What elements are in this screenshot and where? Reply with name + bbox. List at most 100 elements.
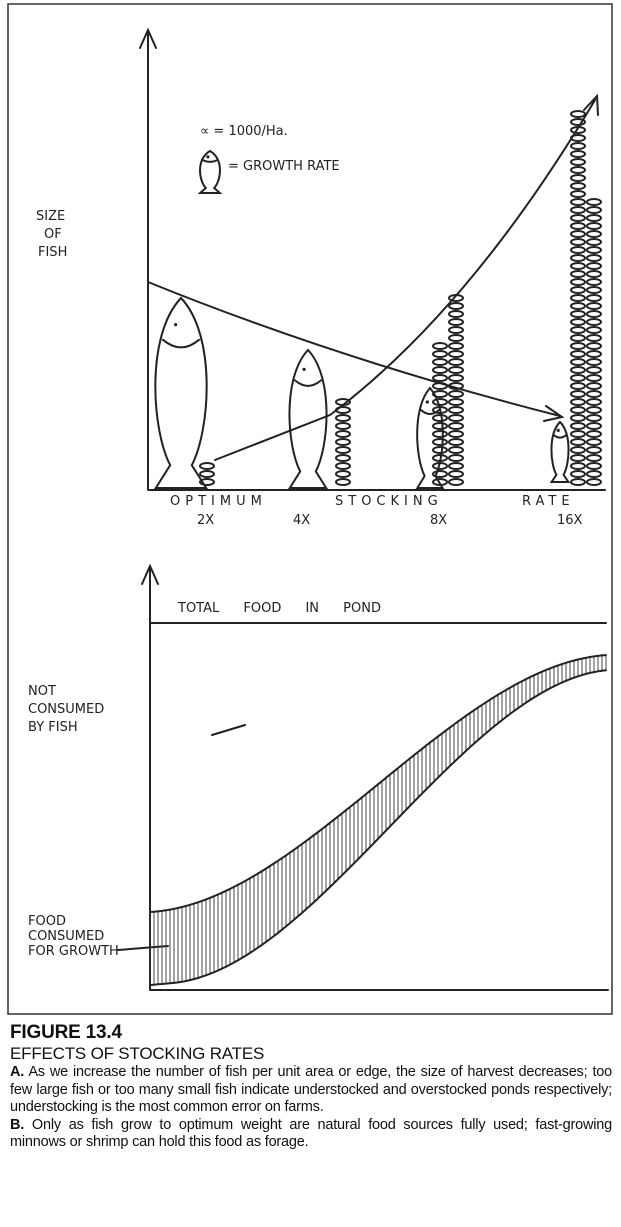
minnow <box>586 470 602 478</box>
minnow <box>570 270 586 278</box>
minnow <box>448 414 464 422</box>
minnow <box>570 302 586 310</box>
minnow <box>570 262 586 270</box>
minnow <box>586 446 602 454</box>
x-label: OPTIMUM <box>170 494 267 509</box>
minnow <box>570 390 586 398</box>
minnow <box>432 358 448 366</box>
minnow <box>570 278 586 286</box>
minnow <box>570 142 586 150</box>
minnow <box>570 294 586 302</box>
minnow <box>432 366 448 374</box>
minnow <box>432 478 448 486</box>
minnow <box>432 398 448 406</box>
minnow <box>335 430 351 438</box>
minnow <box>586 382 602 390</box>
minnow <box>570 182 586 190</box>
minnow <box>448 422 464 430</box>
fish <box>549 420 571 483</box>
rate-label: 2X <box>197 513 214 528</box>
minnow <box>448 358 464 366</box>
minnow <box>448 438 464 446</box>
fish-eye <box>206 155 210 159</box>
minnow <box>448 454 464 462</box>
minnow <box>448 430 464 438</box>
minnow <box>448 478 464 486</box>
minnow <box>586 366 602 374</box>
minnow <box>570 438 586 446</box>
minnow <box>586 262 602 270</box>
minnow <box>448 462 464 470</box>
fish <box>287 348 329 489</box>
minnow <box>432 462 448 470</box>
minnow <box>586 206 602 214</box>
minnow <box>586 390 602 398</box>
size-curve <box>147 281 565 422</box>
pointer <box>117 724 246 951</box>
minnow <box>335 478 351 486</box>
caption-a-mark: A. <box>10 1064 25 1080</box>
minnow <box>570 214 586 222</box>
minnow <box>335 454 351 462</box>
minnow <box>586 478 602 486</box>
minnow <box>586 334 602 342</box>
minnow <box>570 246 586 254</box>
not-consumed-label: BY FISH <box>28 720 78 735</box>
minnow <box>586 438 602 446</box>
total-food-label: TOTAL FOOD IN POND <box>177 601 381 616</box>
minnow <box>448 342 464 350</box>
minnow <box>570 326 586 334</box>
fish-eye <box>302 367 306 371</box>
consumed-label: FOOD <box>28 914 66 929</box>
minnow <box>335 462 351 470</box>
minnow <box>570 286 586 294</box>
minnow <box>586 406 602 414</box>
minnow <box>570 334 586 342</box>
minnow <box>448 398 464 406</box>
y-label: OF <box>44 227 62 242</box>
minnow <box>335 422 351 430</box>
minnow <box>432 446 448 454</box>
minnow <box>570 350 586 358</box>
minnow <box>570 254 586 262</box>
top-chart: SIZE OF FISH ∝ = 1000/Ha. = GROWTH RATE OPTIM… <box>36 93 602 528</box>
minnow <box>570 342 586 350</box>
consumed-label: CONSUMED <box>28 929 104 944</box>
minnow <box>570 174 586 182</box>
minnow <box>586 198 602 206</box>
caption-b: B. Only as fish grow to optimum weight a… <box>10 1117 612 1152</box>
y-label: FISH <box>38 245 67 260</box>
minnow <box>432 454 448 462</box>
minnow <box>448 406 464 414</box>
minnow <box>432 350 448 358</box>
minnow <box>570 478 586 486</box>
minnow <box>586 350 602 358</box>
minnow <box>432 390 448 398</box>
minnow <box>570 454 586 462</box>
minnow <box>586 214 602 222</box>
diagram: SIZE OF FISH ∝ = 1000/Ha. = GROWTH RATE OPTIM… <box>7 3 613 1015</box>
minnow <box>199 478 215 486</box>
minnow <box>586 254 602 262</box>
minnow <box>199 470 215 478</box>
growth-curve <box>214 93 599 461</box>
rate-label: 8X <box>430 513 447 528</box>
minnow <box>586 230 602 238</box>
fish-eye <box>556 428 560 432</box>
y-label: SIZE <box>36 209 65 224</box>
minnow <box>586 462 602 470</box>
fish <box>415 386 445 489</box>
caption-a-text: As we increase the number of fish per un… <box>10 1064 612 1115</box>
minnow <box>448 318 464 326</box>
minnow <box>570 230 586 238</box>
minnow <box>586 318 602 326</box>
minnow <box>432 470 448 478</box>
rate-label: 4X <box>293 513 310 528</box>
minnow <box>586 278 602 286</box>
minnow <box>570 382 586 390</box>
caption-b-text: Only as fish grow to optimum weight are … <box>10 1116 612 1151</box>
minnow <box>586 246 602 254</box>
minnow <box>570 198 586 206</box>
minnow <box>432 374 448 382</box>
minnow <box>448 302 464 310</box>
